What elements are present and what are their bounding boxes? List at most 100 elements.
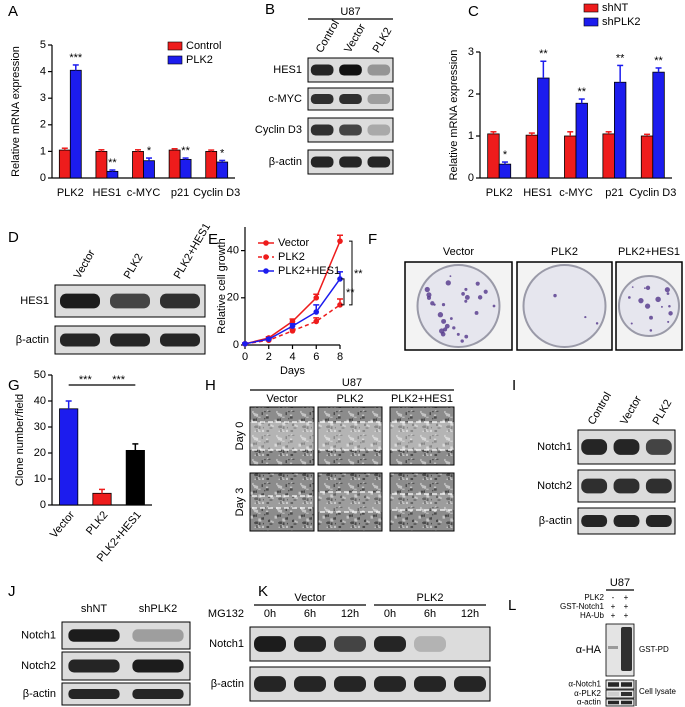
legend-label: PLK2	[186, 54, 213, 66]
y-tick-label: 0	[233, 339, 239, 351]
significance: **	[616, 52, 625, 64]
significance: **	[539, 48, 548, 60]
colony	[439, 328, 445, 334]
lane-label: Vector	[342, 22, 368, 55]
row-label: HES1	[273, 64, 302, 76]
colony	[638, 298, 644, 304]
band	[414, 636, 446, 652]
wound-gap	[390, 494, 454, 510]
colony	[426, 292, 432, 298]
x-tick-label: Cyclin D3	[629, 187, 676, 199]
x-tick-label: 4	[289, 351, 295, 363]
band	[621, 700, 632, 705]
x-tick-label: 0	[242, 351, 248, 363]
row-label: β-actin	[539, 515, 572, 527]
micrograph	[249, 406, 315, 466]
image-header: U87	[342, 377, 362, 389]
point	[289, 318, 296, 325]
bar	[602, 133, 615, 179]
x-tick-label: HES1	[93, 187, 122, 199]
y-tick-label: 10	[34, 473, 46, 485]
image-label: PLK2	[551, 246, 578, 258]
row-label: α-Notch1	[568, 680, 601, 689]
x-tick-label: c-MYC	[127, 187, 161, 199]
panel-letter: I	[512, 377, 516, 394]
band	[110, 293, 150, 309]
image-label: PLK2+HES1	[391, 393, 453, 405]
colony	[437, 312, 444, 318]
panel-letter: K	[258, 583, 268, 600]
y-axis-label: Relative mRNA expression	[10, 46, 22, 177]
image-label: Vector	[266, 393, 298, 405]
bar	[132, 150, 144, 179]
legend-marker	[263, 268, 269, 274]
y-tick-label: 30	[34, 421, 46, 433]
bar	[179, 158, 192, 179]
point	[313, 318, 320, 325]
point	[313, 295, 320, 301]
colony	[631, 286, 634, 288]
y-tick-label: 0	[40, 172, 46, 184]
lane-label: shNT	[81, 603, 108, 615]
y-tick-label: 3	[468, 46, 474, 58]
x-tick-label: HES1	[523, 187, 552, 199]
condition-label: GST-Notch1	[560, 602, 605, 611]
y-tick-label: 40	[227, 245, 239, 257]
point	[242, 341, 248, 347]
bar	[58, 149, 71, 179]
condition-sign: +	[624, 593, 629, 602]
point	[337, 302, 343, 308]
band	[367, 93, 391, 105]
lane-label: PLK2	[651, 398, 675, 427]
smear	[621, 627, 632, 671]
x-tick-label: PLK2	[57, 187, 84, 199]
legend-label: shNT	[602, 2, 629, 14]
y-tick-label: 2	[468, 88, 474, 100]
blot-strip	[605, 689, 635, 699]
x-tick-label: p21	[605, 187, 623, 199]
legend-swatch	[583, 17, 599, 27]
y-axis-label: Relative cell growth	[216, 238, 228, 333]
band	[613, 515, 640, 527]
significance: *	[503, 149, 508, 161]
lane-label: 0h	[384, 608, 396, 620]
colony	[452, 326, 456, 330]
band	[374, 676, 406, 692]
y-tick-label: 1	[468, 130, 474, 142]
lane-label: shPLK2	[139, 603, 178, 615]
band	[254, 636, 286, 652]
band	[621, 682, 632, 687]
wound-gap	[390, 422, 454, 450]
y-tick-label: 40	[34, 395, 46, 407]
colony	[595, 322, 599, 325]
bar	[498, 163, 512, 179]
image-label: PLK2+HES1	[618, 246, 680, 258]
x-tick-label: PLK2	[84, 509, 110, 537]
significance: ***	[112, 374, 126, 386]
band	[645, 478, 672, 494]
lane-label: PLK2	[371, 26, 395, 55]
blot-strip	[249, 666, 491, 702]
significance: **	[654, 55, 663, 67]
band	[339, 93, 362, 105]
band	[581, 439, 608, 455]
treatment-label: MG132	[208, 608, 244, 620]
colony	[449, 275, 452, 278]
significance: **	[108, 157, 117, 169]
micrograph	[317, 406, 383, 466]
wound-gap	[250, 422, 314, 450]
x-tick-label: Vector	[48, 509, 77, 541]
colony	[441, 318, 447, 324]
legend-swatch	[167, 41, 183, 51]
bar	[575, 102, 588, 179]
image-label: PLK2	[337, 393, 364, 405]
colony	[655, 296, 661, 303]
legend-swatch	[583, 3, 599, 13]
colony	[464, 334, 469, 339]
row-label: β-actin	[269, 156, 302, 168]
colony	[474, 311, 479, 315]
colony	[668, 311, 673, 316]
panel-letter: F	[368, 231, 377, 248]
colony	[460, 339, 464, 343]
bar	[564, 135, 577, 179]
